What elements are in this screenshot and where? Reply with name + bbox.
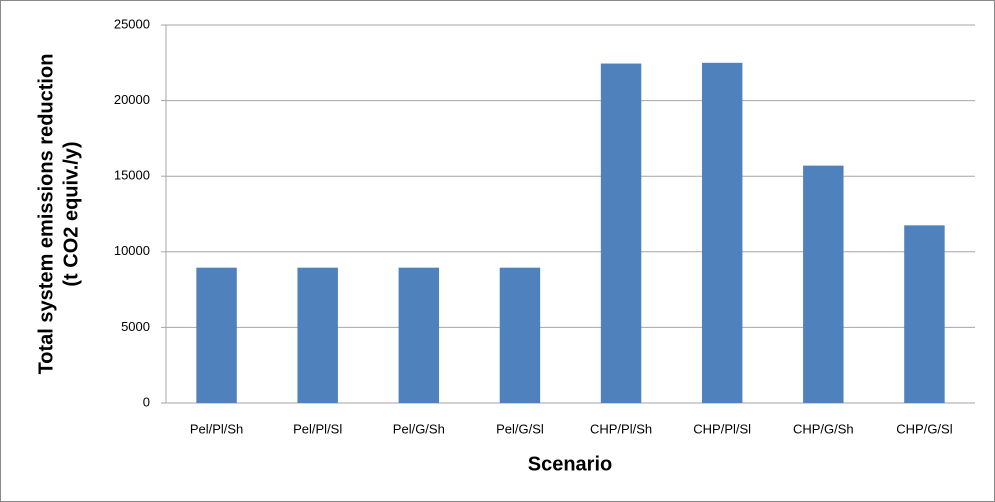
bar — [297, 267, 338, 403]
bar — [904, 225, 945, 403]
bar — [398, 267, 440, 403]
y-tick-label: 20000 — [114, 92, 150, 107]
x-tick-label: CHP/G/Sh — [793, 421, 854, 436]
x-tick-label: CHP/Pl/Sh — [590, 421, 652, 436]
x-tick-label: CHP/G/Sl — [896, 421, 952, 436]
y-tick-label: 10000 — [114, 243, 150, 258]
x-tick-label: CHP/Pl/Sl — [693, 421, 751, 436]
bar — [701, 62, 743, 404]
x-tick-label: Pel/G/Sl — [496, 421, 544, 436]
y-tick-label: 0 — [143, 394, 150, 409]
x-tick-label: Pel/Pl/Sh — [190, 421, 243, 436]
y-axis-title: Total system emissions reduction — [35, 54, 57, 375]
bar — [196, 267, 237, 403]
x-tick-label: Pel/G/Sh — [393, 421, 445, 436]
y-tick-label: 25000 — [114, 16, 150, 31]
y-axis-title: (t CO2 equiv./y) — [60, 141, 82, 286]
y-tick-label: 15000 — [114, 168, 150, 183]
x-axis-title: Scenario — [528, 453, 612, 475]
y-tick-label: 5000 — [121, 319, 150, 334]
bar — [803, 165, 844, 403]
bar — [600, 63, 642, 403]
x-tick-label: Pel/Pl/Sl — [293, 421, 342, 436]
bar — [499, 267, 541, 403]
